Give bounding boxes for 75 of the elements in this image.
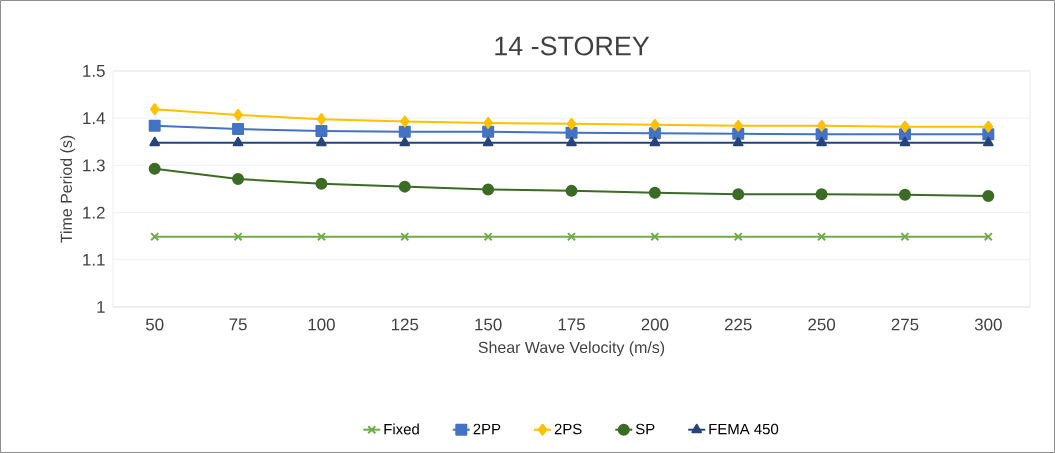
x-tick-label: 175	[558, 318, 585, 331]
point	[148, 119, 161, 132]
point	[233, 232, 243, 242]
point	[649, 136, 661, 147]
point	[983, 120, 994, 133]
point	[149, 103, 160, 116]
point	[316, 136, 327, 147]
point	[398, 180, 411, 193]
point	[983, 232, 993, 242]
point	[233, 108, 243, 121]
x-axis-title: Shear Wave Velocity (m/s)	[478, 341, 665, 357]
point	[482, 125, 495, 138]
x-tick-label: 300	[974, 318, 1002, 331]
x-tick-label: 225	[724, 318, 752, 331]
point	[565, 184, 578, 197]
point	[900, 232, 910, 242]
point	[648, 186, 661, 199]
point	[315, 124, 328, 137]
y-tick-label: 1.4	[83, 112, 105, 125]
point	[816, 119, 827, 132]
point	[149, 136, 161, 147]
point	[650, 232, 660, 242]
x-tick-label: 50	[145, 318, 164, 331]
legend-label: FEMA 450	[709, 423, 779, 435]
point	[315, 177, 328, 190]
legend-label: 2PP	[473, 423, 501, 435]
y-tick-label: 1.5	[83, 65, 105, 77]
point	[482, 183, 495, 196]
point	[650, 118, 660, 131]
point	[483, 232, 493, 242]
point	[898, 188, 911, 201]
point	[732, 188, 745, 201]
point	[232, 173, 245, 186]
point	[566, 136, 577, 147]
x-tick-label: 250	[808, 318, 836, 331]
x-tick-label: 150	[475, 318, 502, 331]
y-tick-label: 1.2	[83, 206, 105, 219]
point	[982, 190, 995, 203]
x-tick-label: 125	[391, 318, 419, 331]
legend-label: SP	[635, 423, 655, 435]
point	[399, 136, 411, 147]
y-tick-label: 1.3	[83, 159, 105, 172]
point	[150, 232, 160, 242]
x-tick-label: 275	[891, 318, 919, 331]
point	[400, 115, 410, 128]
point	[566, 232, 577, 242]
point	[482, 136, 494, 147]
point	[732, 136, 744, 147]
point	[733, 119, 743, 132]
point	[316, 113, 327, 126]
point	[483, 116, 493, 129]
point	[733, 232, 743, 242]
legend-label: 2PS	[554, 423, 582, 435]
point	[566, 117, 577, 130]
point	[900, 120, 910, 133]
x-tick-label: 75	[229, 318, 247, 331]
point	[983, 136, 994, 147]
point	[398, 125, 411, 138]
point	[816, 136, 827, 147]
y-axis-title: Time Period (s)	[60, 135, 76, 243]
x-tick-label: 200	[641, 318, 669, 331]
chart-title: 14 -STOREY	[495, 36, 650, 56]
point	[815, 188, 828, 201]
point	[817, 232, 827, 242]
point	[565, 126, 578, 139]
y-tick-label: 1	[97, 301, 105, 313]
y-tick-label: 1.1	[83, 253, 105, 266]
point	[316, 232, 326, 242]
legend-label: Fixed	[384, 423, 419, 435]
point	[400, 232, 410, 242]
point	[148, 162, 161, 175]
point	[232, 136, 244, 147]
point	[899, 136, 911, 147]
point	[232, 123, 245, 136]
x-tick-label: 100	[308, 318, 335, 331]
